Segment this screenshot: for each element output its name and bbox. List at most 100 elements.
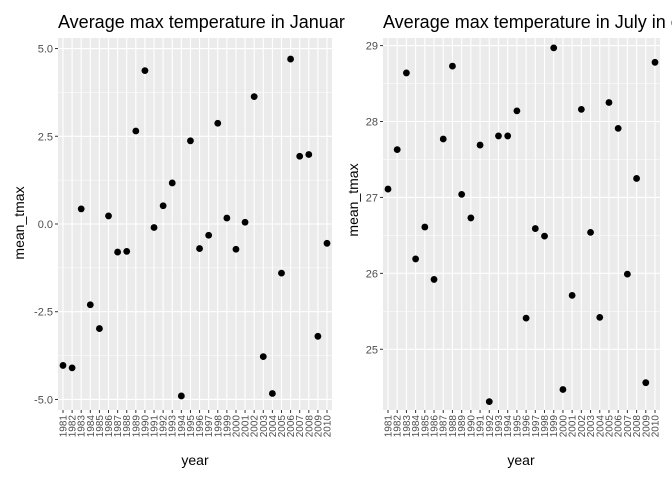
july-x-tick-label: 2010 (651, 415, 662, 438)
january-x-tick-label: 1996 (195, 415, 206, 438)
july-x-tick-label: 2002 (577, 415, 588, 438)
january-x-tick-label: 1999 (222, 415, 233, 438)
july-y-axis-title: mean_tmax (345, 163, 361, 236)
january-x-tick-label: 2000 (231, 415, 242, 438)
january-data-point (187, 137, 194, 145)
january-x-tick-label: 1993 (168, 415, 179, 438)
july-data-point (559, 386, 567, 393)
january-y-tick-label: 2.5 (38, 131, 53, 143)
july-data-point (568, 291, 576, 299)
july-x-tick-label: 2004 (595, 415, 606, 438)
january-data-point (305, 151, 313, 158)
january-data-point (196, 245, 203, 252)
january-data-point (105, 212, 112, 220)
july-x-tick-label: 1988 (448, 415, 459, 438)
july-data-point (541, 232, 548, 240)
july-y-tick-label: 28 (366, 117, 378, 129)
july-x-tick-label: 2003 (586, 415, 597, 438)
july-x-tick-label: 2005 (604, 415, 615, 438)
july-chart-title: Average max temperature in July in e (383, 12, 672, 32)
july-x-tick-label: 1992 (485, 415, 496, 438)
july-data-point (403, 69, 410, 77)
january-data-point (268, 390, 276, 397)
july-x-tick-label: 1986 (430, 415, 441, 438)
january-data-point (314, 332, 322, 340)
january-y-tick-label: -2.5 (34, 307, 53, 319)
july-data-point (651, 58, 659, 66)
january-x-tick-label: 1997 (204, 415, 215, 438)
july-x-tick-label: 1995 (512, 415, 523, 438)
july-x-tick-label: 1982 (393, 415, 404, 438)
july-x-tick-label: 1983 (402, 415, 413, 438)
july-data-point (393, 146, 401, 154)
july-x-tick-label: 1989 (457, 415, 468, 438)
july-x-tick-label: 1996 (522, 415, 533, 438)
january-x-tick-label: 1987 (113, 415, 124, 438)
january-x-tick-label: 2005 (277, 415, 288, 438)
january-chart-title: Average max temperature in Januar (58, 12, 345, 32)
july-x-tick-label: 1994 (503, 415, 514, 438)
july-data-point (614, 124, 622, 132)
january-data-point (114, 248, 122, 256)
july-x-tick-label: 1990 (466, 415, 477, 438)
july-panel: Average max temperature in July in e mea… (345, 12, 672, 468)
january-data-point (287, 55, 294, 63)
july-x-tick-label: 1981 (384, 415, 395, 438)
july-x-tick-label: 1993 (494, 415, 505, 438)
january-data-point (241, 218, 249, 226)
january-y-tick-label: 5.0 (38, 44, 53, 56)
july-x-tick-label: 2008 (632, 415, 643, 438)
july-data-point (476, 141, 484, 149)
july-x-tick-label: 1999 (549, 415, 560, 438)
january-x-tick-label: 2008 (304, 415, 315, 438)
january-y-tick-label: -5.0 (34, 394, 53, 406)
january-x-tick-label: 1992 (159, 415, 170, 438)
january-data-point (168, 179, 176, 187)
january-data-point (59, 362, 67, 369)
january-data-point (214, 119, 222, 127)
july-y-tick-label: 26 (366, 268, 378, 280)
january-x-tick-label: 2006 (286, 415, 297, 438)
january-data-point (177, 392, 185, 400)
january-y-axis-title: mean_tmax (11, 186, 27, 259)
july-data-point (577, 105, 585, 113)
july-data-point (587, 228, 594, 236)
january-plot-area (58, 38, 332, 410)
january-y-tick-label: 0.0 (38, 219, 53, 231)
july-x-tick-label: 1984 (411, 415, 422, 438)
july-data-point (421, 223, 429, 231)
january-data-point (123, 247, 131, 255)
january-data-point (159, 202, 167, 210)
january-x-tick-label: 1995 (186, 415, 197, 438)
january-x-tick-label: 1990 (140, 415, 151, 438)
january-x-tick-label: 1984 (86, 415, 97, 438)
july-y-tick-label: 27 (366, 192, 378, 204)
january-x-tick-label: 1994 (177, 415, 188, 438)
january-data-point (296, 152, 304, 160)
january-data-point (278, 269, 285, 277)
january-x-tick-label: 1981 (59, 415, 70, 438)
july-data-point (485, 398, 493, 406)
january-data-point (96, 325, 103, 332)
july-x-axis-title: year (507, 452, 535, 468)
july-x-tick-label: 2001 (568, 415, 579, 438)
january-x-tick-label: 1998 (213, 415, 224, 438)
july-data-point (623, 270, 631, 278)
january-x-tick-label: 1985 (95, 415, 106, 438)
july-plot-area (383, 38, 660, 410)
january-x-tick-label: 2002 (250, 415, 261, 438)
july-y-tick-label: 25 (366, 344, 378, 356)
july-x-tick-label: 2006 (614, 415, 625, 438)
january-panel: Average max temperature in Januar mean_t… (11, 12, 345, 468)
january-x-tick-label: 2004 (268, 415, 279, 438)
january-data-point (86, 301, 94, 309)
july-data-point (449, 62, 456, 70)
july-y-tick-label: 29 (366, 41, 378, 53)
july-data-point (412, 255, 420, 263)
january-x-tick-label: 1991 (150, 415, 161, 438)
july-x-tick-label: 2009 (641, 415, 652, 438)
january-x-tick-label: 1989 (131, 415, 142, 438)
july-x-tick-label: 2000 (558, 415, 569, 438)
january-x-tick-label: 2010 (323, 415, 334, 438)
january-x-tick-label: 2009 (313, 415, 324, 438)
